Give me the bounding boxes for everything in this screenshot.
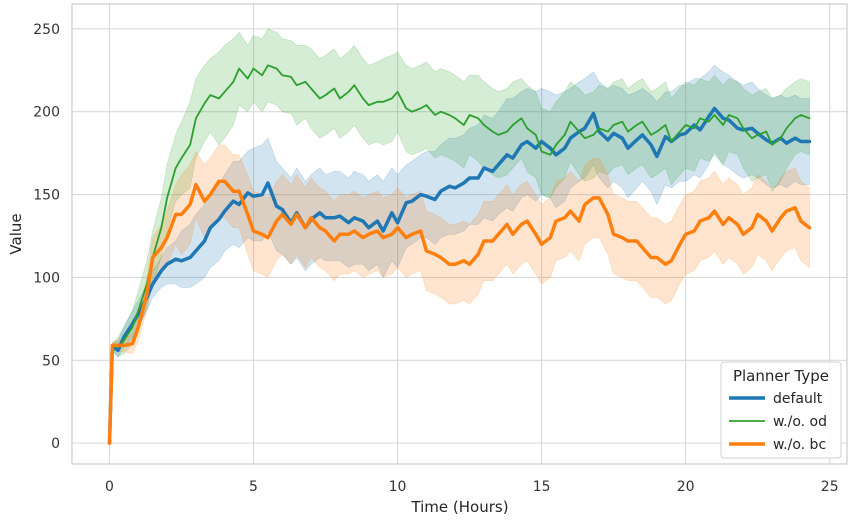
y-tick-label: 50 [42,353,60,369]
y-tick-label: 100 [33,270,60,286]
series-line-w-o-bc [107,179,812,445]
legend-label-wo-od: w./o. od [773,414,827,430]
y-tick-labels: 0 50 100 150 200 250 [33,22,60,452]
legend-label-wo-bc: w./o. bc [773,437,826,453]
y-tick-label: 0 [51,436,60,452]
legend-label-default: default [773,391,823,407]
x-tick-label: 5 [249,479,258,495]
plot-frame [71,3,848,465]
y-tick-label: 150 [33,188,60,204]
x-axis-title: Time (Hours) [410,498,508,516]
y-tick-label: 200 [33,105,60,121]
series-lines [107,64,812,445]
x-tick-label: 10 [389,479,407,495]
x-tick-label: 15 [533,479,551,495]
y-tick-label: 250 [33,22,60,38]
legend-box [720,361,842,459]
x-tick-label: 25 [821,479,839,495]
legend-title: Planner Type [733,367,829,385]
x-tick-labels: 0 5 10 15 20 25 [105,479,839,495]
x-tick-label: 0 [105,479,114,495]
y-axis-title: Value [7,213,25,254]
plot-background [72,4,847,464]
series-line-w-o-od [108,64,811,445]
x-tick-label: 20 [677,479,695,495]
legend: Planner Type default w./o. od w./o. bc [720,361,842,459]
